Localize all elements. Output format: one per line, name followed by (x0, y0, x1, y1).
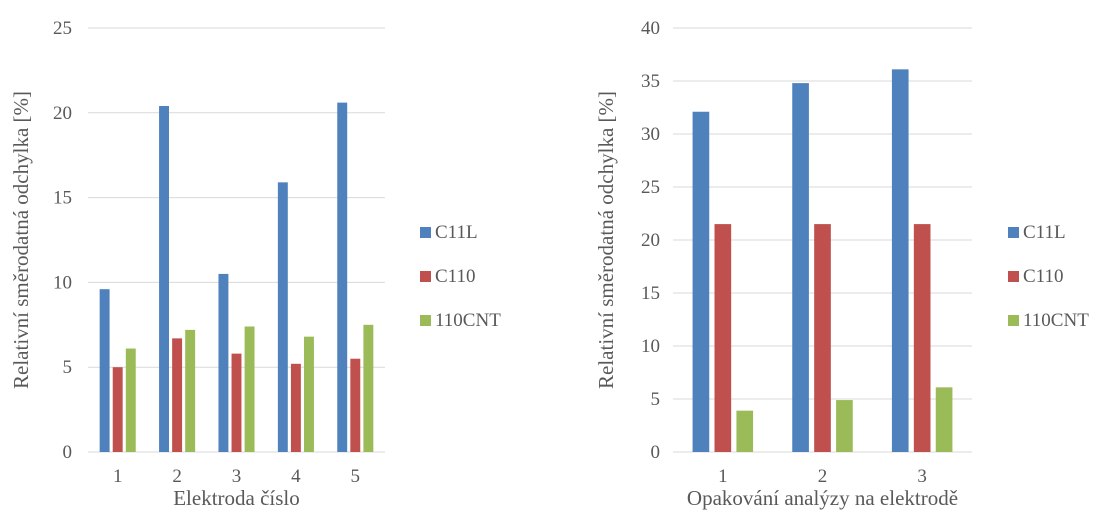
legend-swatch (420, 315, 431, 326)
legend-label: C11L (1023, 222, 1066, 243)
bar-c11l-5 (337, 102, 348, 453)
bar-c110-2 (172, 338, 183, 452)
bar-c110-3 (913, 224, 931, 452)
bar-c11l-1 (99, 289, 110, 452)
legend-label: 110CNT (1023, 310, 1089, 331)
bar-c11l-3 (218, 273, 229, 452)
bar-110cnt-2 (836, 400, 853, 452)
bar-c11l-4 (277, 182, 288, 452)
x-tick-labels: 1 2 3 (718, 466, 927, 487)
bar-c110-5 (350, 358, 361, 452)
bar-c11l-3 (891, 69, 909, 452)
legend-label: C11L (435, 222, 478, 243)
y-tick-label: 5 (63, 357, 73, 378)
x-tick-label: 2 (172, 466, 182, 487)
bar-110cnt-4 (304, 336, 314, 452)
x-tick-labels: 1 2 3 4 5 (113, 466, 360, 487)
x-tick-label: 2 (818, 466, 828, 487)
bar-c110-2 (814, 224, 831, 452)
bar-110cnt-1 (125, 348, 136, 452)
legend-label: 110CNT (435, 310, 501, 331)
x-tick-label: 1 (718, 466, 728, 487)
y-tick-label: 20 (641, 230, 660, 251)
y-tick-label: 15 (53, 188, 72, 209)
bar-c11l-2 (159, 106, 169, 453)
y-tick-label: 25 (53, 18, 72, 39)
y-tick-label: 15 (641, 283, 660, 304)
legend-swatch (1008, 227, 1019, 238)
legend-swatch (420, 227, 431, 238)
legend-label: C110 (435, 266, 475, 287)
y-tick-label: 30 (641, 124, 660, 145)
x-axis-title: Opakování analýzy na elektrodě (687, 486, 958, 510)
bar-c110-3 (231, 353, 242, 452)
bars (99, 102, 374, 453)
x-tick-label: 3 (232, 466, 242, 487)
bar-110cnt-5 (363, 324, 374, 452)
y-axis-title: Relativní směrodatná odchylka [%] (9, 91, 33, 389)
legend-label: C110 (1023, 266, 1063, 287)
left-chart: 0 5 10 15 20 25 1 2 3 4 5 Elektroda číslo Relativní … (9, 18, 501, 510)
bar-110cnt-3 (244, 326, 255, 452)
gridlines: 0 5 10 15 20 25 (53, 18, 385, 463)
bar-110cnt-1 (736, 410, 754, 452)
legend-swatch (420, 271, 431, 282)
x-tick-label: 5 (351, 466, 361, 487)
bar-110cnt-3 (935, 387, 953, 452)
bar-c110-1 (112, 367, 123, 452)
legend-swatch (1008, 315, 1019, 326)
y-tick-label: 0 (63, 442, 73, 463)
bar-c11l-1 (692, 111, 710, 453)
y-axis-title: Relativní směrodatná odchylka [%] (594, 91, 618, 389)
y-tick-label: 10 (53, 272, 72, 293)
x-axis-title: Elektroda číslo (173, 486, 300, 510)
bar-c11l-2 (792, 83, 809, 453)
y-tick-label: 40 (641, 18, 660, 39)
bars (692, 69, 953, 453)
y-tick-label: 25 (641, 177, 660, 198)
bar-c110-4 (290, 363, 301, 452)
y-tick-label: 35 (641, 71, 660, 92)
y-tick-label: 5 (651, 389, 661, 410)
legend-swatch (1008, 271, 1019, 282)
x-tick-label: 3 (917, 466, 927, 487)
legend: C11L C110 110CNT (1008, 222, 1089, 331)
bar-c110-1 (714, 224, 732, 452)
y-tick-label: 0 (651, 442, 661, 463)
y-tick-label: 10 (641, 336, 660, 357)
x-tick-label: 1 (113, 466, 123, 487)
y-tick-label: 20 (53, 103, 72, 124)
bar-110cnt-2 (185, 329, 196, 452)
x-tick-label: 4 (291, 466, 301, 487)
legend: C11L C110 110CNT (420, 222, 501, 331)
